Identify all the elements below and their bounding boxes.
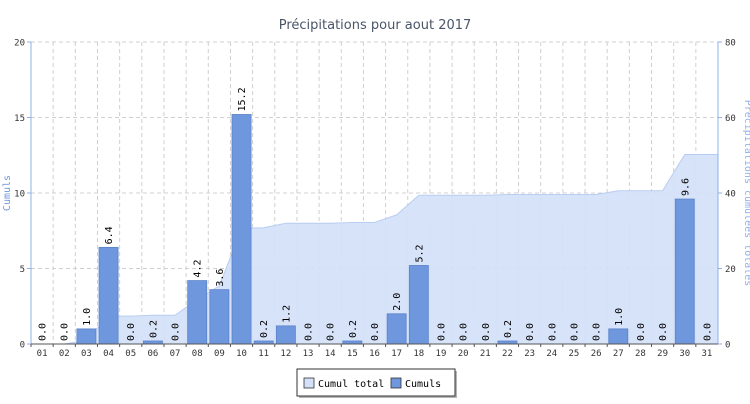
x-tick-label: 26 xyxy=(591,349,602,359)
bar-value-label: 0.0 xyxy=(38,323,49,341)
x-tick-label: 31 xyxy=(701,349,712,359)
bar-value-label: 0.0 xyxy=(60,323,71,341)
bar-value-label: 0.0 xyxy=(592,323,603,341)
y2-tick-label: 80 xyxy=(725,39,736,49)
x-tick-label: 22 xyxy=(502,349,513,359)
legend-swatch-cumuls xyxy=(390,377,402,389)
bar-value-label: 9.6 xyxy=(680,178,691,196)
bar-value-label: 0.0 xyxy=(436,323,447,341)
y-tick-label: 20 xyxy=(14,39,25,49)
x-tick-label: 15 xyxy=(347,349,358,359)
y-tick-label: 10 xyxy=(14,190,25,200)
x-tick-label: 20 xyxy=(458,349,469,359)
bar-value-label: 0.0 xyxy=(547,323,558,341)
legend-label-cumul-total: Cumul total xyxy=(318,379,384,390)
x-tick-label: 17 xyxy=(391,349,402,359)
x-tick-label: 27 xyxy=(613,349,624,359)
x-tick-label: 11 xyxy=(258,349,269,359)
x-tick-label: 29 xyxy=(657,349,668,359)
x-tick-label: 24 xyxy=(546,349,557,359)
x-tick-label: 12 xyxy=(280,349,291,359)
bar-18 xyxy=(408,265,429,345)
x-tick-label: 04 xyxy=(103,349,114,359)
y-tick-label: 0 xyxy=(20,341,25,351)
bar-value-label: 3.6 xyxy=(215,269,226,287)
bar-value-label: 0.0 xyxy=(171,323,182,341)
bar-value-label: 15.2 xyxy=(237,87,248,111)
x-tick-label: 13 xyxy=(303,349,314,359)
y-tick-label: 5 xyxy=(20,265,25,275)
x-tick-label: 01 xyxy=(37,349,48,359)
bar-10 xyxy=(231,114,252,345)
x-tick-label: 05 xyxy=(125,349,136,359)
bar-value-label: 1.0 xyxy=(614,308,625,326)
bar-09 xyxy=(209,289,230,345)
x-tick-label: 28 xyxy=(635,349,646,359)
bar-value-label: 6.4 xyxy=(104,226,115,244)
x-tick-label: 02 xyxy=(59,349,70,359)
bar-value-label: 0.2 xyxy=(348,320,359,338)
bar-value-label: 0.2 xyxy=(259,320,270,338)
bar-value-label: 2.0 xyxy=(392,293,403,311)
bar-value-label: 0.0 xyxy=(525,323,536,341)
x-tick-label: 19 xyxy=(436,349,447,359)
bar-27 xyxy=(608,328,629,345)
x-tick-label: 18 xyxy=(413,349,424,359)
y2-tick-label: 20 xyxy=(725,265,736,275)
bar-value-label: 0.0 xyxy=(304,323,315,341)
chart-title: Précipitations pour aout 2017 xyxy=(279,18,472,33)
bar-value-label: 0.0 xyxy=(569,323,580,341)
bar-value-label: 0.0 xyxy=(481,323,492,341)
bar-value-label: 0.0 xyxy=(126,323,137,341)
bar-value-label: 1.2 xyxy=(281,305,292,323)
bar-value-label: 0.0 xyxy=(658,323,669,341)
x-tick-label: 06 xyxy=(147,349,158,359)
bar-value-label: 0.0 xyxy=(326,323,337,341)
bar-30 xyxy=(674,198,695,345)
legend xyxy=(296,368,456,397)
y-tick-label: 15 xyxy=(14,114,25,124)
x-tick-label: 14 xyxy=(325,349,336,359)
y2-axis-label: Précipitations cumulées totales xyxy=(742,100,750,287)
bar-value-label: 0.0 xyxy=(459,323,470,341)
x-tick-label: 10 xyxy=(236,349,247,359)
x-tick-label: 09 xyxy=(214,349,225,359)
bar-03 xyxy=(76,328,97,345)
bar-17 xyxy=(386,313,407,345)
y2-tick-label: 0 xyxy=(725,341,730,351)
bar-value-label: 0.2 xyxy=(148,320,159,338)
bar-04 xyxy=(98,246,119,345)
x-tick-label: 03 xyxy=(81,349,92,359)
bar-value-label: 0.0 xyxy=(370,323,381,341)
x-tick-label: 07 xyxy=(170,349,181,359)
legend-swatch-cumul-total xyxy=(303,377,315,389)
x-tick-label: 23 xyxy=(524,349,535,359)
bar-value-label: 0.0 xyxy=(702,323,713,341)
x-tick-label: 21 xyxy=(480,349,491,359)
y2-tick-label: 60 xyxy=(725,114,736,124)
bar-12 xyxy=(275,325,296,345)
bar-value-label: 0.0 xyxy=(636,323,647,341)
x-tick-label: 30 xyxy=(679,349,690,359)
bar-value-label: 5.2 xyxy=(414,244,425,262)
y-axis-label: Cumuls xyxy=(2,175,13,211)
x-tick-label: 16 xyxy=(369,349,380,359)
bar-value-label: 1.0 xyxy=(82,308,93,326)
bar-08 xyxy=(187,280,208,345)
bar-value-label: 4.2 xyxy=(193,260,204,278)
bar-value-label: 0.2 xyxy=(503,320,514,338)
x-tick-label: 08 xyxy=(192,349,203,359)
y2-tick-label: 40 xyxy=(725,190,736,200)
x-tick-label: 25 xyxy=(569,349,580,359)
legend-label-cumuls: Cumuls xyxy=(405,379,441,390)
